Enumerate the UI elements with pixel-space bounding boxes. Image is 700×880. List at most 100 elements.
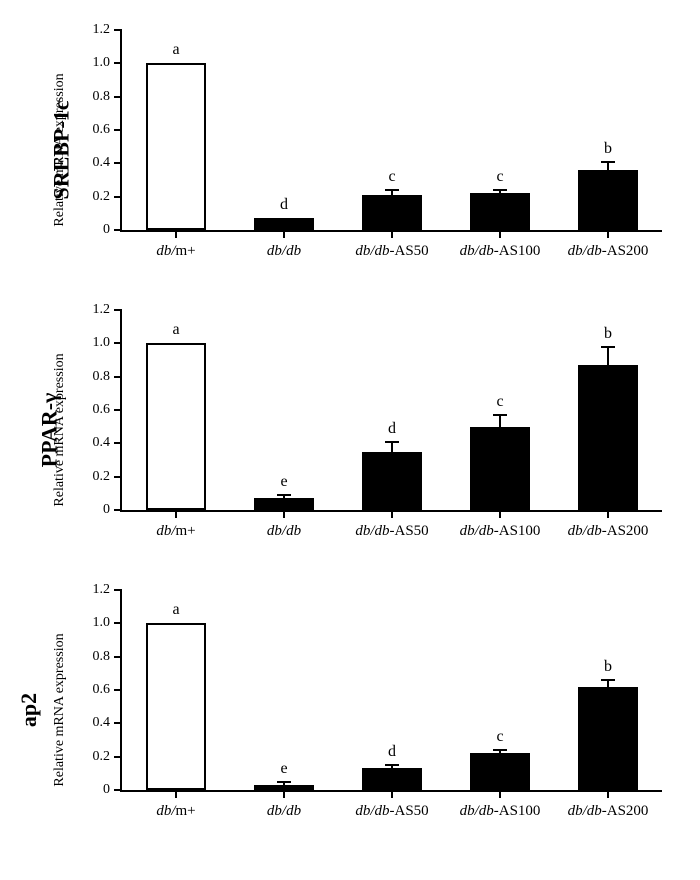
bar [362, 195, 421, 230]
bar [578, 365, 637, 510]
y-tick [114, 789, 122, 791]
y-axis-label: Relative mRNA expression [52, 73, 68, 226]
x-tick [283, 790, 285, 798]
x-tick [283, 510, 285, 518]
error-bar [499, 415, 501, 427]
bar [254, 218, 313, 230]
sig-label: c [496, 728, 503, 746]
y-tick-label: 1.0 [82, 335, 110, 351]
x-tick-label: db/db-AS50 [355, 803, 428, 820]
y-tick [114, 756, 122, 758]
error-bar [391, 442, 393, 452]
y-tick-label: 1.2 [82, 302, 110, 318]
plot-area: 00.20.40.60.81.01.2adb/m+edb/dbddb/db-AS… [120, 590, 662, 792]
error-cap [385, 189, 399, 191]
y-tick-label: 0.4 [82, 435, 110, 451]
x-tick [283, 230, 285, 238]
x-tick-label: db/db-AS50 [355, 243, 428, 260]
error-cap [493, 749, 507, 751]
y-tick [114, 229, 122, 231]
panel-ap2: ap2Relative mRNA expression00.20.40.60.8… [20, 580, 680, 840]
x-tick-label: db/db-AS200 [568, 523, 649, 540]
y-tick [114, 309, 122, 311]
y-tick-label: 0.4 [82, 155, 110, 171]
y-tick [114, 722, 122, 724]
y-axis-label: Relative mRNA expression [52, 633, 68, 786]
y-tick-label: 1.0 [82, 55, 110, 71]
error-cap [277, 494, 291, 496]
bar [146, 63, 205, 230]
x-tick [391, 790, 393, 798]
x-tick-label: db/db-AS200 [568, 803, 649, 820]
y-tick-label: 0.6 [82, 402, 110, 418]
figure-container: SREBP-1cRelative mRNA expression00.20.40… [20, 20, 680, 840]
x-tick [499, 790, 501, 798]
x-tick-label: db/db-AS200 [568, 243, 649, 260]
y-tick [114, 129, 122, 131]
x-tick-label: db/m+ [156, 523, 195, 540]
y-tick-label: 0.4 [82, 715, 110, 731]
error-cap [385, 441, 399, 443]
bar [254, 498, 313, 510]
y-tick [114, 476, 122, 478]
x-tick-label: db/db-AS100 [460, 803, 541, 820]
y-tick [114, 196, 122, 198]
y-tick [114, 509, 122, 511]
x-tick-label: db/db [267, 803, 301, 820]
bar [362, 452, 421, 510]
y-tick [114, 689, 122, 691]
y-tick [114, 29, 122, 31]
y-tick-label: 0.6 [82, 682, 110, 698]
sig-label: e [280, 760, 287, 778]
y-tick-label: 0.8 [82, 89, 110, 105]
sig-label: d [388, 743, 396, 761]
y-tick-label: 0.8 [82, 649, 110, 665]
sig-label: b [604, 140, 612, 158]
error-cap [601, 346, 615, 348]
bar [470, 753, 529, 790]
x-tick [391, 230, 393, 238]
x-tick-label: db/m+ [156, 803, 195, 820]
y-tick [114, 589, 122, 591]
x-tick [391, 510, 393, 518]
y-tick-label: 1.2 [82, 582, 110, 598]
y-tick-label: 0.2 [82, 469, 110, 485]
x-tick-label: db/db-AS50 [355, 523, 428, 540]
bar [578, 687, 637, 790]
y-tick-label: 0.8 [82, 369, 110, 385]
y-tick [114, 656, 122, 658]
sig-label: c [388, 168, 395, 186]
x-tick [607, 230, 609, 238]
y-tick [114, 622, 122, 624]
error-cap [385, 764, 399, 766]
x-tick [175, 230, 177, 238]
x-tick [499, 510, 501, 518]
y-axis-label: Relative mRNA expression [52, 353, 68, 506]
sig-label: b [604, 658, 612, 676]
y-tick [114, 409, 122, 411]
y-tick-label: 0.2 [82, 189, 110, 205]
y-tick [114, 96, 122, 98]
y-tick [114, 62, 122, 64]
y-tick-label: 0 [82, 782, 110, 798]
x-tick-label: db/m+ [156, 243, 195, 260]
plot-area: 00.20.40.60.81.01.2adb/m+edb/dbddb/db-AS… [120, 310, 662, 512]
x-tick [607, 790, 609, 798]
y-tick [114, 442, 122, 444]
sig-label: a [172, 41, 179, 59]
sig-label: a [172, 321, 179, 339]
sig-label: c [496, 393, 503, 411]
plot-area: 00.20.40.60.81.01.2adb/m+ddb/dbcdb/db-AS… [120, 30, 662, 232]
y-tick-label: 0.2 [82, 749, 110, 765]
error-bar [607, 162, 609, 170]
x-tick [175, 790, 177, 798]
error-cap [277, 781, 291, 783]
y-tick-label: 0 [82, 502, 110, 518]
panel-srebp-1c: SREBP-1cRelative mRNA expression00.20.40… [20, 20, 680, 280]
sig-label: d [388, 420, 396, 438]
sig-label: c [496, 168, 503, 186]
bar [578, 170, 637, 230]
sig-label: e [280, 473, 287, 491]
y-tick [114, 342, 122, 344]
bar [146, 623, 205, 790]
